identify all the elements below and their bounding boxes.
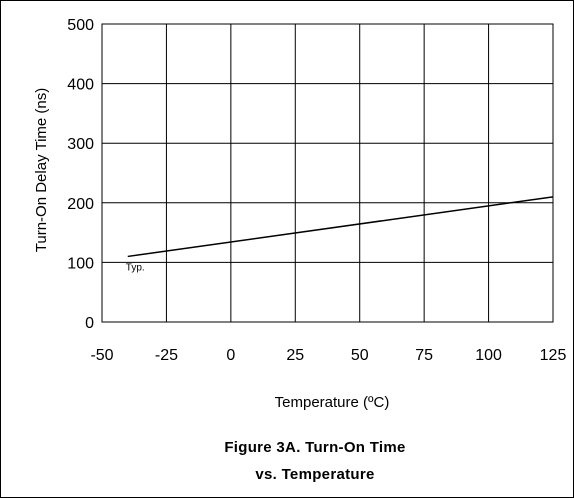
grid [101,23,554,323]
x-axis-label: Temperature (ºC) [275,394,390,411]
series-line [127,196,554,258]
x-tick-label: 0 [226,347,235,364]
y-tick-label: 0 [85,315,94,332]
y-tick-labels: 0 100 200 300 400 500 [67,17,94,332]
annotations: Typ. [126,262,145,273]
x-tick-labels: -50 -25 0 25 50 75 100 125 [90,347,566,364]
y-tick-label: 300 [67,136,94,153]
series [127,196,554,258]
x-tick-label: -25 [155,347,178,364]
x-tick-label: 75 [415,347,433,364]
x-tick-label: -50 [90,347,113,364]
figure-caption-line-1: Figure 3A. Turn-On Time [224,439,405,456]
plot-area [101,23,554,323]
figure-caption-line-2: vs. Temperature [255,466,374,483]
x-tick-label: 125 [540,347,567,364]
y-tick-label: 400 [67,77,94,94]
annotation-label: Typ. [126,262,145,273]
x-tick-label: 25 [286,347,304,364]
y-tick-label: 500 [67,17,94,34]
x-tick-label: 50 [351,347,369,364]
y-tick-label: 200 [67,196,94,213]
y-tick-label: 100 [67,255,94,272]
y-axis-label: Turn-On Delay Time (ns) [33,88,50,252]
x-tick-label: 100 [475,347,502,364]
